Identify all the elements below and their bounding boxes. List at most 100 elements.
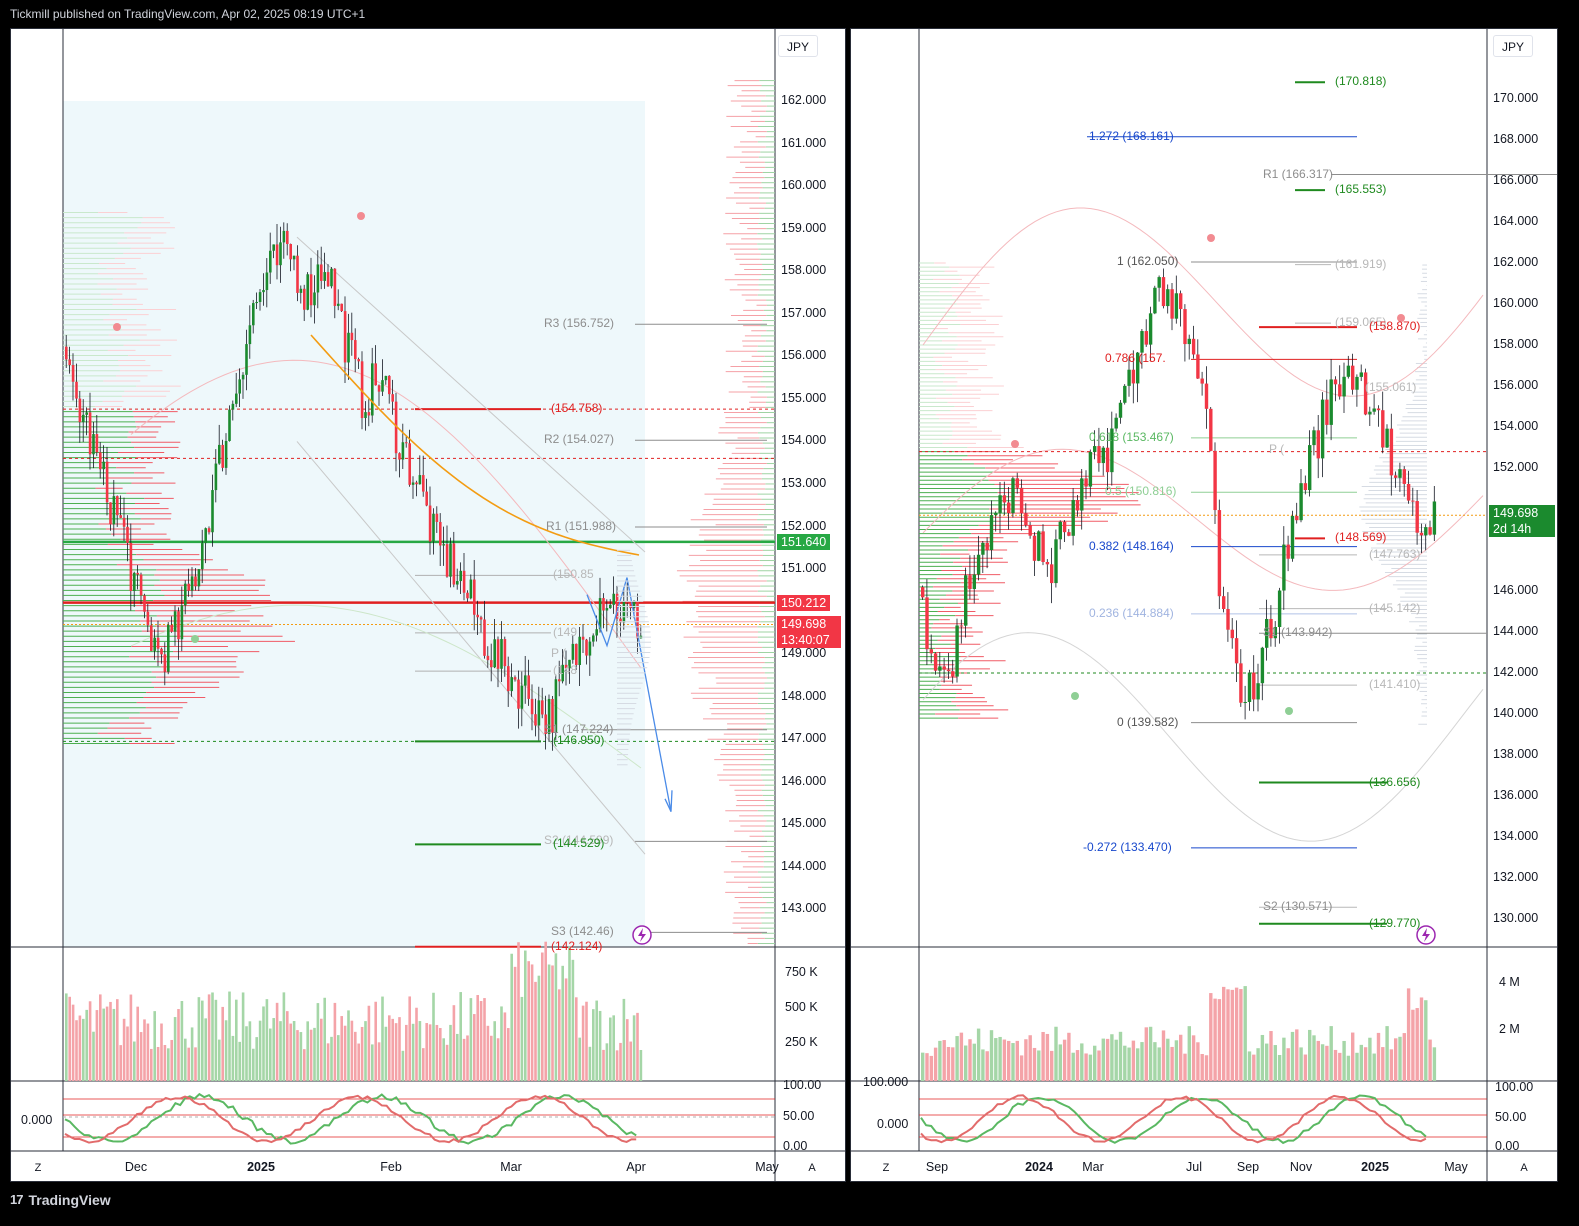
fib-label: 0.5 (150.816) [1105, 484, 1177, 499]
candle-body [1019, 487, 1024, 514]
volume-bar [598, 1010, 602, 1081]
arrow-head-icon [664, 790, 673, 812]
candle-body [82, 414, 85, 423]
zoom-toggle-button[interactable]: Z [34, 1162, 42, 1174]
volume-bar [1213, 998, 1217, 1081]
volume-bar [612, 1015, 615, 1081]
volume-bar [558, 989, 561, 1081]
candle-body [337, 303, 340, 306]
volume-bar [1320, 1044, 1325, 1081]
tradingview-footer: 17 TradingView [10, 1190, 111, 1210]
candle-body [1320, 399, 1325, 459]
volume-bar [985, 1051, 989, 1081]
candle-body [1333, 379, 1338, 385]
volume-bar [1312, 1035, 1316, 1081]
lightning-glyph [1422, 928, 1430, 942]
candle-body [364, 412, 367, 419]
candle-body [578, 636, 581, 666]
signal-dot [1011, 440, 1019, 448]
candle-body [292, 255, 296, 260]
left-chart-canvas[interactable] [11, 29, 846, 1182]
fib-label: 0.236 (144.884) [1089, 605, 1174, 620]
pivot-label: (150.85 [553, 567, 594, 582]
candle-body [391, 394, 394, 402]
brand-name: TradingView [28, 1192, 111, 1208]
volume-bar [1101, 1038, 1105, 1081]
volume-bar [524, 950, 527, 1081]
candle-body [265, 272, 269, 291]
vwap-line [310, 334, 640, 556]
price-axis-tick: 144.000 [1493, 624, 1539, 638]
candle-body [1140, 331, 1144, 353]
candle-body [568, 659, 571, 669]
candle-body [537, 700, 541, 726]
time-axis-tick: 2024 [1025, 1160, 1053, 1174]
candle-body [1183, 309, 1187, 345]
currency-button[interactable]: JPY [1493, 35, 1533, 57]
price-axis-tick: 155.000 [781, 390, 827, 405]
volume-bar [408, 996, 411, 1081]
candle-body [1355, 376, 1359, 390]
price-axis-tick: 143.000 [781, 901, 827, 916]
time-axis-tick: Apr [626, 1160, 646, 1174]
left-chart-panel[interactable]: JPY 162.000 161.000 160.000 159.000 158.000 1… [10, 28, 846, 1182]
candle-body [602, 598, 605, 611]
osc-axis-tick: 100.00 [783, 1078, 822, 1092]
candle-body [1432, 501, 1437, 535]
volume-bar [1050, 1050, 1054, 1081]
price-axis-tick: 134.000 [1493, 829, 1539, 843]
volume-bar [394, 1023, 398, 1081]
candle-body [435, 513, 439, 522]
zoom-toggle-button[interactable]: Z [882, 1162, 890, 1174]
candle-body [636, 601, 639, 639]
right-chart-canvas[interactable] [851, 29, 1558, 1182]
auto-scale-button[interactable]: A [1520, 1162, 1528, 1174]
candle-body [153, 637, 156, 651]
candle-body [1243, 702, 1247, 704]
fib-label: 1.272 (168.161) [1089, 128, 1174, 143]
volume-bar [194, 1047, 197, 1081]
auto-scale-button[interactable]: A [808, 1162, 816, 1174]
candle-body [330, 268, 333, 287]
volume-bar [1256, 1048, 1260, 1081]
candle-body [1161, 277, 1166, 307]
volume-bar [425, 1023, 428, 1081]
volume-bar [102, 1008, 105, 1081]
price-axis-tick: 156.000 [1493, 378, 1539, 392]
candle-body [1372, 408, 1376, 412]
volume-bar [1093, 1045, 1097, 1081]
right-chart-panel[interactable]: JPY 170.000 168.000 166.000 164.000 162.000 1… [850, 28, 1558, 1182]
candle-body [1260, 647, 1265, 684]
volume-bar [1191, 1035, 1196, 1081]
time-axis-tick: May [1444, 1160, 1468, 1174]
pivot-label: (149 [553, 624, 578, 639]
candle-body [1338, 384, 1342, 397]
candle-body [456, 581, 459, 585]
volume-bar [1166, 1038, 1170, 1081]
time-axis-tick: Mar [500, 1160, 522, 1174]
resistance-price-tag: 150.212 [777, 594, 831, 611]
volume-bar [1363, 1047, 1368, 1081]
volume-bar [1308, 1029, 1312, 1081]
price-axis-tick: 164.000 [1493, 214, 1539, 228]
candle-body [262, 290, 265, 293]
volume-bar [575, 997, 578, 1081]
candle-body [350, 332, 354, 341]
volume-bar [122, 1018, 126, 1081]
time-axis-tick: Dec [124, 1160, 148, 1174]
volume-bar [422, 1048, 425, 1081]
candle-body [1428, 527, 1432, 535]
volume-bar [371, 1044, 374, 1081]
price-axis-tick: 153.000 [781, 475, 827, 490]
candle-body [1187, 338, 1191, 345]
last-price-tag: 149.698 [1489, 505, 1555, 522]
candle-body [483, 619, 486, 656]
time-axis-tick: 2025 [247, 1160, 275, 1174]
pivot-label: S2 (130.571) [1263, 899, 1333, 914]
volume-bar [571, 959, 575, 1081]
currency-button[interactable]: JPY [778, 35, 818, 57]
pivot-label: R2 (154.027) [544, 432, 615, 447]
candle-body [486, 655, 490, 661]
volume-bar [163, 1044, 167, 1081]
volume-bar [258, 1020, 262, 1081]
